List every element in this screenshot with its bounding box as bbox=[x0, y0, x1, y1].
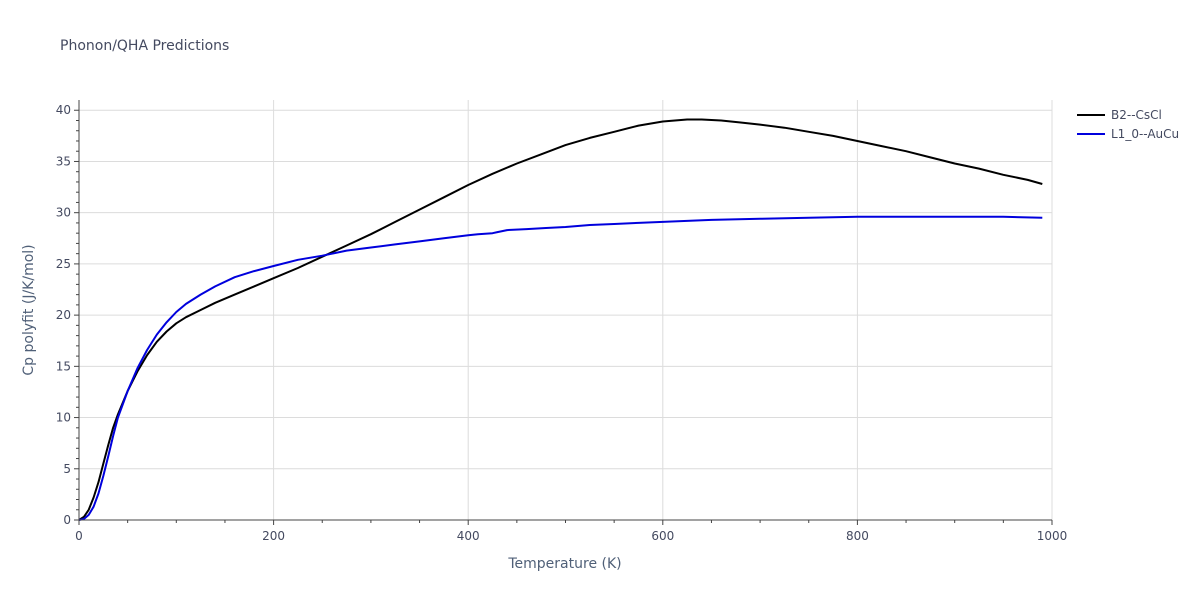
y-ticks: 0 5 10 15 20 25 30 35 40 bbox=[56, 103, 79, 527]
x-tick-label: 600 bbox=[651, 529, 674, 543]
y-tick-label: 25 bbox=[56, 257, 71, 271]
chart-title: Phonon/QHA Predictions bbox=[60, 38, 229, 54]
plot-area bbox=[78, 118, 1043, 521]
x-tick-label: 400 bbox=[457, 529, 480, 543]
x-tick-label: 800 bbox=[846, 529, 869, 543]
x-tick-label: 1000 bbox=[1037, 529, 1068, 543]
y-tick-label: 20 bbox=[56, 308, 71, 322]
x-tick-label: 0 bbox=[75, 529, 83, 543]
y-tick-label: 10 bbox=[56, 411, 71, 425]
legend-label: B2--CsCl bbox=[1111, 108, 1162, 122]
y-tick-label: 40 bbox=[56, 103, 71, 117]
axes bbox=[78, 100, 1052, 521]
y-tick-label: 5 bbox=[63, 462, 71, 476]
x-axis-title: Temperature (K) bbox=[507, 556, 621, 572]
legend: B2--CsCl L1_0--AuCu bbox=[1077, 108, 1179, 141]
series-line-1 bbox=[78, 215, 1043, 521]
series-line-0 bbox=[78, 118, 1043, 521]
x-tick-label: 200 bbox=[262, 529, 285, 543]
y-tick-label: 35 bbox=[56, 154, 71, 168]
legend-label: L1_0--AuCu bbox=[1111, 127, 1179, 141]
y-tick-label: 30 bbox=[56, 206, 71, 220]
grid bbox=[79, 100, 1053, 520]
y-tick-label: 15 bbox=[56, 359, 71, 373]
x-ticks: 0 200 400 600 800 1000 bbox=[75, 520, 1067, 543]
y-tick-label: 0 bbox=[63, 513, 71, 527]
y-axis-title: Cp polyfit (J/K/mol) bbox=[21, 244, 37, 375]
